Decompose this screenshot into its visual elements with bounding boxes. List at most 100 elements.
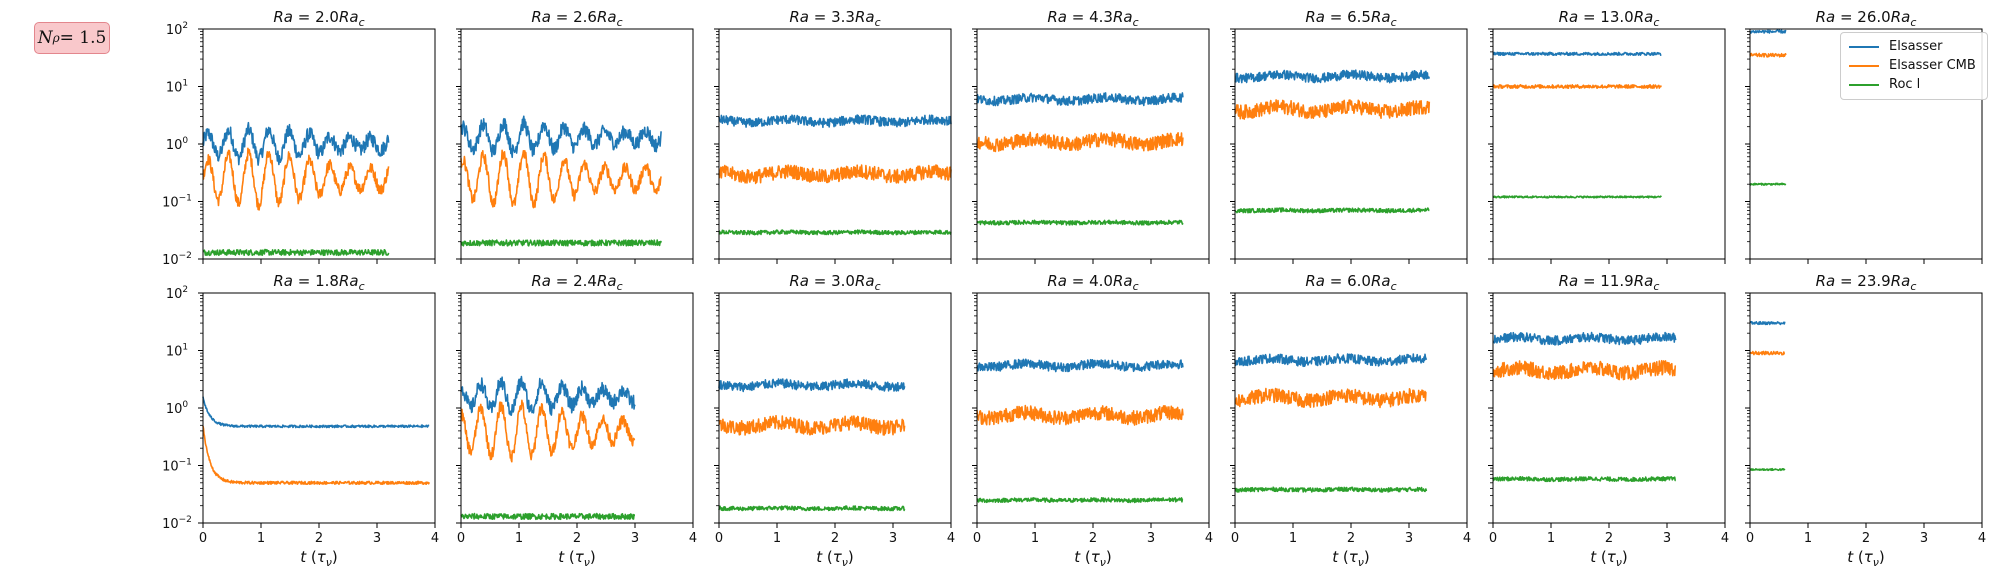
- x-tick-label: 3: [1920, 531, 1928, 546]
- x-tick-label: 0: [973, 531, 981, 546]
- subplot-14: Ra = 23.9Rac 0 1 2 3 4 t (τν): [1745, 272, 1986, 569]
- series-line-elsasser: [976, 92, 1184, 107]
- x-tick-label: 0: [1489, 531, 1497, 546]
- series-line-elsasser: [202, 396, 430, 429]
- series-line-roc-l: [1234, 486, 1428, 493]
- x-tick-label: 4: [1463, 531, 1471, 546]
- subplot-13: Ra = 11.9Rac 0 1 2 3 4 t (τν): [1488, 272, 1729, 569]
- subplot-5: Ra = 6.5Rac: [1230, 8, 1468, 264]
- series-line-elsasser-cmb: [1234, 387, 1427, 409]
- subplot-title: Ra = 3.0Rac: [789, 272, 880, 293]
- x-axis-label: t (τν): [1332, 548, 1370, 569]
- legend-item-elsasser: Elsasser: [1849, 37, 1987, 56]
- subplot-10: Ra = 3.0Rac 0 1 2 3 4 t (τν): [714, 272, 955, 569]
- x-tick-label: 3: [1405, 531, 1413, 546]
- series-line-elsasser-cmb: [460, 399, 636, 463]
- series-line-roc-l: [718, 229, 952, 236]
- x-axis-label: t (τν): [1074, 548, 1112, 569]
- x-tick-label: 1: [1547, 531, 1555, 546]
- series-line-elsasser: [1492, 331, 1677, 346]
- series-line-elsasser-cmb: [1749, 52, 1787, 58]
- subplot-title: Ra = 11.9Rac: [1559, 272, 1660, 293]
- plot-frame: [1492, 28, 1726, 260]
- series-line-elsasser-cmb: [1234, 99, 1431, 120]
- subplot-3: Ra = 3.3Rac: [714, 8, 952, 264]
- plot-frame: [1492, 292, 1726, 524]
- x-tick-label: 1: [1804, 531, 1812, 546]
- series-line-elsasser-cmb: [202, 425, 430, 486]
- series-line-elsasser: [1492, 51, 1662, 57]
- x-tick-label: 0: [1746, 531, 1754, 546]
- plot-frame: [976, 292, 1210, 524]
- plot-frame: [1234, 28, 1468, 260]
- subplot-title: Ra = 3.3Rac: [789, 8, 880, 29]
- series-line-roc-l: [1234, 207, 1430, 214]
- series-line-roc-l: [460, 239, 662, 247]
- subplot-9: Ra = 2.4Rac 0 1 2 3 4 t (τν): [456, 272, 697, 569]
- y-tick-label: 10−2: [162, 515, 192, 532]
- legend-swatch: [1849, 45, 1879, 48]
- legend-swatch: [1849, 64, 1879, 67]
- x-tick-label: 3: [889, 531, 897, 546]
- series-line-roc-l: [1492, 195, 1662, 199]
- x-tick-label: 2: [315, 531, 323, 546]
- x-tick-label: 0: [1231, 531, 1239, 546]
- legend-swatch: [1849, 83, 1879, 86]
- x-tick-label: 4: [1978, 531, 1986, 546]
- subplot-6: Ra = 13.0Rac: [1488, 8, 1726, 264]
- plot-frame: [718, 292, 952, 524]
- x-tick-label: 2: [1347, 531, 1355, 546]
- x-tick-label: 2: [1605, 531, 1613, 546]
- series-line-elsasser: [718, 378, 906, 393]
- series-line-roc-l: [1492, 475, 1677, 483]
- x-tick-label: 2: [1089, 531, 1097, 546]
- series-line-elsasser: [202, 121, 390, 166]
- x-tick-label: 4: [1721, 531, 1729, 546]
- series-line-elsasser: [1234, 69, 1431, 84]
- subplot-title: Ra = 26.0Rac: [1816, 8, 1917, 29]
- subplot-title: Ra = 4.3Rac: [1047, 8, 1138, 29]
- subplot-2: Ra = 2.6Rac: [456, 8, 694, 264]
- x-tick-label: 0: [199, 531, 207, 546]
- x-axis-label: t (τν): [300, 548, 338, 569]
- series-line-roc-l: [1749, 182, 1787, 186]
- series-line-roc-l: [976, 496, 1184, 504]
- x-tick-label: 3: [1147, 531, 1155, 546]
- legend-item-elsasser-cmb: Elsasser CMB: [1849, 56, 1987, 75]
- x-tick-label: 3: [373, 531, 381, 546]
- x-tick-label: 0: [715, 531, 723, 546]
- x-tick-label: 2: [573, 531, 581, 546]
- x-tick-label: 1: [515, 531, 523, 546]
- plot-frame: [202, 292, 436, 524]
- x-tick-label: 3: [631, 531, 639, 546]
- series-line-elsasser: [718, 114, 952, 129]
- subplot-title: Ra = 6.5Rac: [1305, 8, 1396, 29]
- subplot-title: Ra = 1.8Rac: [273, 272, 364, 293]
- plot-frame: [202, 28, 436, 260]
- x-tick-label: 3: [1663, 531, 1671, 546]
- y-tick-label: 101: [166, 79, 188, 96]
- plot-frame: [460, 292, 694, 524]
- y-tick-label: 100: [166, 400, 189, 417]
- subplot-title: Ra = 6.0Rac: [1305, 272, 1396, 293]
- series-line-elsasser: [1749, 29, 1787, 34]
- series-line-elsasser: [460, 115, 662, 159]
- series-line-roc-l: [460, 512, 636, 521]
- subplot-11: Ra = 4.0Rac 0 1 2 3 4 t (τν): [972, 272, 1213, 569]
- x-axis-label: t (τν): [816, 548, 854, 569]
- subplot-title: Ra = 13.0Rac: [1559, 8, 1660, 29]
- subplot-1: Ra = 2.0Rac 10−2 10−1 100 101 102: [162, 8, 436, 268]
- series-line-elsasser-cmb: [1492, 359, 1677, 381]
- series-line-roc-l: [202, 248, 390, 257]
- subplot-title: Ra = 2.6Rac: [531, 8, 622, 29]
- x-tick-label: 4: [431, 531, 439, 546]
- x-tick-label: 1: [257, 531, 265, 546]
- x-axis-label: t (τν): [1847, 548, 1885, 569]
- y-tick-label: 10−1: [162, 458, 192, 475]
- legend-item-roc-l: Roc l: [1849, 75, 1987, 94]
- series-line-elsasser-cmb: [202, 147, 390, 211]
- subplot-8: Ra = 1.8Rac 0 1 2 3 4 t (τν) 10−2 10−1 100 101 102: [162, 272, 439, 569]
- x-tick-label: 0: [457, 531, 465, 546]
- series-line-elsasser: [460, 375, 636, 417]
